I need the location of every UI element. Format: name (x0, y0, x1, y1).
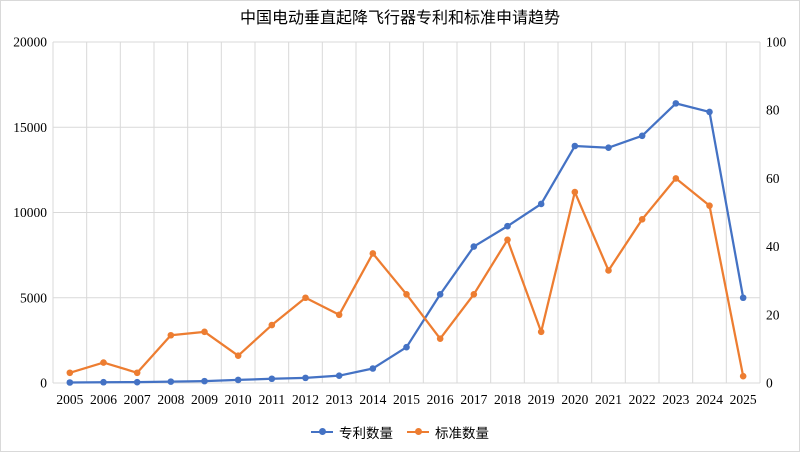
series-0-marker (605, 144, 612, 152)
legend-label-patents: 专利数量 (339, 426, 393, 441)
series-1-marker (672, 175, 680, 182)
x-axis-tick-label: 2018 (494, 392, 521, 407)
series-0-marker (268, 375, 276, 383)
series-0-marker (369, 365, 377, 372)
series-0-marker (403, 343, 410, 351)
series-1-marker (605, 267, 612, 274)
legend-item-patents: 专利数量 (311, 422, 393, 442)
left-axis-tick-label: 5000 (20, 290, 47, 305)
left-axis-tick-label: 0 (40, 376, 47, 391)
x-axis-tick-label: 2006 (90, 392, 117, 407)
series-1-marker (369, 250, 377, 257)
series-1-marker (167, 331, 175, 339)
x-axis-tick-label: 2019 (528, 392, 555, 407)
series-1-marker (537, 328, 545, 336)
series-0-marker (201, 377, 208, 385)
legend: 专利数量 标准数量 (0, 423, 800, 441)
x-axis-tick-label: 2008 (157, 392, 184, 407)
series-line-0 (68, 102, 745, 384)
series-0-marker (335, 372, 343, 379)
series-1-marker (403, 291, 410, 298)
x-axis-tick-label: 2010 (225, 392, 252, 407)
series-0-marker (504, 222, 511, 230)
series-1-marker (436, 335, 444, 342)
chart-title: 中国电动垂直起降飞行器专利和标准申请趋势 (239, 10, 560, 27)
series-0-marker (672, 100, 680, 107)
series-1-marker (302, 294, 309, 302)
series-0-marker (571, 142, 579, 150)
series-1-marker (234, 352, 242, 360)
series-1-marker (133, 369, 141, 377)
x-axis-tick-label: 2020 (561, 392, 588, 407)
x-axis-tick-label: 2007 (124, 392, 151, 407)
series-0-marker (537, 200, 545, 208)
left-axis-tick-label: 10000 (13, 205, 47, 220)
right-axis-tick-label: 60 (766, 171, 780, 186)
x-axis-tick-label: 2011 (259, 392, 286, 407)
series-1-marker (739, 372, 747, 380)
series-0-marker (234, 376, 242, 384)
x-axis-tick-label: 2022 (629, 392, 656, 407)
legend-item-standards: 标准数量 (407, 422, 489, 442)
series-1-marker (335, 311, 343, 319)
x-axis-tick-label: 2005 (56, 392, 83, 407)
series-1-marker (470, 291, 478, 298)
series-0-marker (167, 378, 175, 385)
x-axis-tick-label: 2015 (393, 392, 420, 407)
x-axis-tick-label: 2014 (359, 392, 386, 407)
x-axis-tick-label: 2013 (326, 392, 353, 407)
right-axis-tick-label: 0 (766, 376, 773, 391)
series-0-marker (100, 378, 107, 386)
x-axis-tick-label: 2012 (292, 392, 319, 407)
right-axis-tick-label: 20 (766, 307, 780, 322)
series-0-marker (739, 294, 747, 302)
series-0-marker (638, 132, 646, 140)
x-axis-tick-label: 2009 (191, 392, 218, 407)
series-0-marker (706, 108, 713, 116)
standard-series-swatch-icon (407, 428, 429, 437)
series-1-marker (638, 216, 646, 223)
right-axis-tick-label: 80 (766, 103, 780, 118)
series-0-marker (470, 243, 478, 250)
legend-label-standards: 标准数量 (435, 426, 489, 441)
series-1-marker (706, 202, 713, 209)
x-axis-tick-label: 2025 (730, 392, 757, 407)
series-1-marker (268, 321, 276, 329)
series-1-marker (504, 236, 511, 244)
left-axis-tick-label: 20000 (13, 35, 47, 50)
patent-series-swatch-icon (311, 428, 333, 437)
series-1-marker (571, 188, 579, 196)
series-1-marker (100, 359, 107, 366)
x-axis-tick-label: 2017 (460, 392, 487, 407)
x-axis-tick-label: 2021 (595, 392, 622, 407)
x-axis-tick-label: 2016 (427, 392, 454, 407)
series-0-marker (302, 374, 309, 382)
right-axis-tick-label: 100 (766, 35, 787, 50)
series-0-marker (66, 379, 74, 386)
series-1-marker (201, 328, 208, 336)
x-axis-tick-label: 2024 (696, 392, 723, 407)
series-0-marker (436, 291, 444, 298)
series-1-marker (66, 369, 74, 377)
x-axis-tick-label: 2023 (662, 392, 689, 407)
series-0-marker (133, 378, 141, 386)
right-axis-tick-label: 40 (766, 239, 780, 254)
left-axis-tick-label: 15000 (13, 120, 47, 135)
